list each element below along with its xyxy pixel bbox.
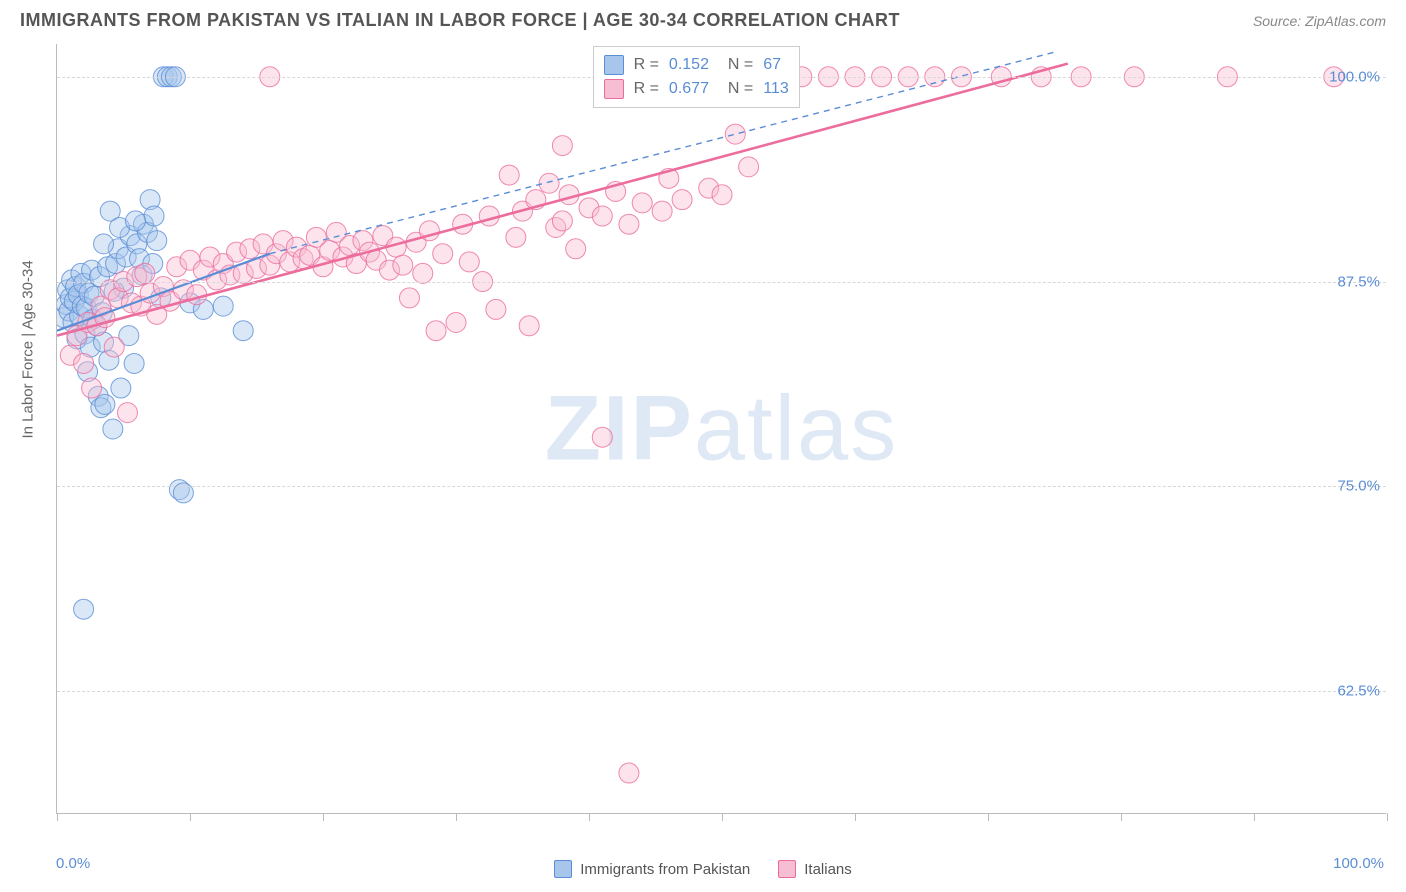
scatter-point	[552, 136, 572, 156]
stats-box: R = 0.152 N = 67 R = 0.677 N = 113	[593, 46, 800, 108]
scatter-point	[552, 211, 572, 231]
stats-row: R = 0.677 N = 113	[604, 77, 789, 101]
scatter-point	[82, 378, 102, 398]
scatter-point	[187, 285, 207, 305]
stats-n-value: 67	[763, 56, 781, 74]
scatter-point	[233, 321, 253, 341]
scatter-point	[459, 252, 479, 272]
x-tick	[988, 813, 989, 821]
x-tick	[1387, 813, 1388, 821]
scatter-point	[506, 227, 526, 247]
stats-r-value: 0.677	[669, 80, 709, 98]
x-tick	[190, 813, 191, 821]
chart-title: IMMIGRANTS FROM PAKISTAN VS ITALIAN IN L…	[20, 10, 900, 31]
stats-swatch	[604, 79, 624, 99]
scatter-point	[433, 244, 453, 264]
scatter-point	[592, 427, 612, 447]
scatter-point	[672, 190, 692, 210]
scatter-point	[486, 299, 506, 319]
x-tick	[722, 813, 723, 821]
scatter-point	[426, 321, 446, 341]
y-tick-label: 75.0%	[1337, 478, 1380, 495]
stats-n-value: 113	[763, 80, 789, 98]
scatter-point	[499, 165, 519, 185]
chart-plot-area: ZIPatlas 62.5%75.0%87.5%100.0%R =0.152 N…	[56, 44, 1386, 814]
gridline	[57, 691, 1386, 692]
scatter-point	[632, 193, 652, 213]
y-tick-label: 100.0%	[1329, 68, 1380, 85]
stats-r-label: R =	[634, 80, 659, 98]
legend-item: Italians	[778, 860, 852, 878]
x-tick	[323, 813, 324, 821]
scatter-point	[135, 263, 155, 283]
scatter-point	[652, 201, 672, 221]
scatter-point	[213, 296, 233, 316]
scatter-point	[566, 239, 586, 259]
scatter-point	[619, 214, 639, 234]
x-tick	[57, 813, 58, 821]
scatter-point	[111, 378, 131, 398]
stats-swatch	[604, 55, 624, 75]
scatter-point	[592, 206, 612, 226]
stats-n-label: N =	[719, 56, 753, 74]
scatter-point	[124, 353, 144, 373]
scatter-point	[519, 316, 539, 336]
scatter-point	[479, 206, 499, 226]
scatter-point	[104, 337, 124, 357]
legend-item: Immigrants from Pakistan	[554, 860, 750, 878]
trend-line	[57, 64, 1068, 336]
scatter-point	[144, 206, 164, 226]
x-tick	[589, 813, 590, 821]
legend-label: Immigrants from Pakistan	[580, 861, 750, 878]
scatter-point	[393, 255, 413, 275]
bottom-legend: Immigrants from Pakistan Italians	[0, 860, 1406, 878]
scatter-point	[739, 157, 759, 177]
gridline	[57, 282, 1386, 283]
scatter-point	[147, 231, 167, 251]
legend-swatch	[554, 860, 572, 878]
x-tick	[855, 813, 856, 821]
scatter-point	[74, 599, 94, 619]
scatter-point	[103, 419, 123, 439]
scatter-point	[725, 124, 745, 144]
gridline	[57, 486, 1386, 487]
x-tick	[1121, 813, 1122, 821]
y-axis-title: In Labor Force | Age 30-34	[20, 260, 37, 438]
scatter-point	[712, 185, 732, 205]
x-tick	[1254, 813, 1255, 821]
scatter-point	[446, 313, 466, 333]
scatter-point	[399, 288, 419, 308]
scatter-point	[413, 263, 433, 283]
scatter-point	[74, 353, 94, 373]
scatter-point	[619, 763, 639, 783]
chart-header: IMMIGRANTS FROM PAKISTAN VS ITALIAN IN L…	[0, 0, 1406, 37]
scatter-point	[125, 211, 145, 231]
scatter-point	[117, 403, 137, 423]
scatter-svg	[57, 44, 1386, 813]
y-tick-label: 62.5%	[1337, 683, 1380, 700]
legend-label: Italians	[804, 861, 852, 878]
scatter-point	[95, 394, 115, 414]
stats-r-value: 0.152	[669, 56, 709, 74]
y-tick-label: 87.5%	[1337, 273, 1380, 290]
chart-source: Source: ZipAtlas.com	[1253, 13, 1386, 29]
stats-r-label: R =	[634, 56, 659, 74]
legend-swatch	[778, 860, 796, 878]
scatter-point	[94, 234, 114, 254]
x-tick	[456, 813, 457, 821]
scatter-point	[539, 173, 559, 193]
stats-row: R = 0.152 N = 67	[604, 53, 789, 77]
stats-n-label: N =	[719, 80, 753, 98]
